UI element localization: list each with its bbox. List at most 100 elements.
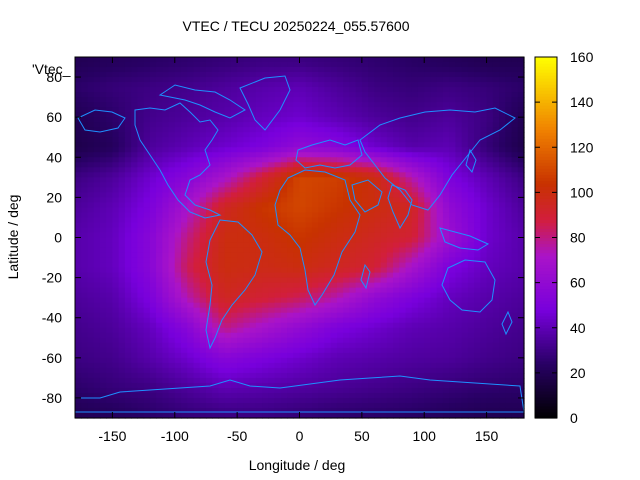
heatmap-cell	[436, 217, 444, 224]
heatmap-cell	[305, 282, 313, 289]
heatmap-cell	[349, 357, 357, 364]
heatmap-cell	[255, 262, 263, 269]
heatmap-cell	[324, 92, 332, 98]
heatmap-cell	[187, 362, 195, 369]
heatmap-cell	[467, 67, 475, 73]
heatmap-cell	[230, 342, 238, 349]
heatmap-cell	[224, 387, 232, 394]
heatmap-cell	[81, 232, 89, 239]
heatmap-cell	[99, 302, 107, 309]
heatmap-cell	[324, 107, 332, 113]
heatmap-cell	[374, 227, 382, 234]
heatmap-cell	[212, 112, 220, 118]
heatmap-cell	[81, 172, 89, 178]
heatmap-cell	[93, 352, 101, 359]
heatmap-cell	[393, 227, 400, 234]
heatmap-cell	[405, 267, 413, 274]
heatmap-cell	[349, 277, 357, 284]
heatmap-cell	[336, 182, 344, 188]
heatmap-cell	[124, 172, 132, 178]
heatmap-cell	[424, 332, 432, 339]
heatmap-cell	[205, 402, 213, 409]
heatmap-cell	[311, 307, 319, 314]
heatmap-cell	[249, 137, 257, 143]
heatmap-cell	[156, 72, 163, 78]
heatmap-cell	[218, 127, 226, 133]
heatmap-cell	[393, 122, 400, 128]
heatmap-cell	[118, 127, 126, 133]
heatmap-cell	[405, 72, 413, 78]
heatmap-cell	[249, 357, 257, 364]
heatmap-cell	[486, 322, 494, 329]
heatmap-cell	[486, 357, 494, 364]
heatmap-cell	[305, 252, 313, 259]
heatmap-cell	[143, 167, 151, 173]
heatmap-cell	[318, 57, 326, 63]
heatmap-cell	[287, 192, 294, 198]
heatmap-cell	[75, 57, 82, 63]
heatmap-cell	[237, 257, 244, 264]
heatmap-cell	[181, 307, 188, 314]
heatmap-cell	[511, 292, 519, 299]
heatmap-cell	[212, 72, 220, 78]
heatmap-cell	[449, 182, 457, 188]
heatmap-cell	[212, 232, 220, 239]
heatmap-cell	[380, 257, 388, 264]
heatmap-cell	[430, 262, 438, 269]
heatmap-cell	[143, 152, 151, 158]
heatmap-cell	[93, 347, 101, 354]
heatmap-cell	[330, 92, 338, 98]
heatmap-cell	[311, 347, 319, 354]
heatmap-cell	[293, 92, 301, 98]
heatmap-cell	[318, 257, 326, 264]
heatmap-cell	[505, 172, 513, 178]
heatmap-cell	[399, 127, 407, 133]
heatmap-cell	[99, 297, 107, 304]
heatmap-cell	[449, 322, 457, 329]
heatmap-cell	[386, 337, 394, 344]
heatmap-cell	[149, 212, 157, 219]
heatmap-cell	[224, 317, 232, 324]
heatmap-cell	[436, 72, 444, 78]
heatmap-cell	[442, 372, 450, 379]
heatmap-cell	[137, 262, 145, 269]
heatmap-cell	[343, 287, 350, 294]
heatmap-cell	[274, 142, 282, 148]
heatmap-cell	[474, 267, 481, 274]
heatmap-cell	[156, 107, 163, 113]
heatmap-cell	[386, 232, 394, 239]
heatmap-cell	[131, 357, 138, 364]
heatmap-cell	[174, 217, 182, 224]
heatmap-cell	[436, 337, 444, 344]
heatmap-cell	[442, 227, 450, 234]
heatmap-cell	[255, 332, 263, 339]
heatmap-cell	[81, 322, 89, 329]
heatmap-cell	[156, 232, 163, 239]
heatmap-cell	[205, 297, 213, 304]
heatmap-cell	[131, 57, 138, 63]
heatmap-cell	[168, 152, 176, 158]
heatmap-cell	[486, 372, 494, 379]
heatmap-cell	[343, 347, 350, 354]
heatmap-cell	[99, 387, 107, 394]
heatmap-cell	[124, 317, 132, 324]
heatmap-cell	[311, 237, 319, 244]
heatmap-cell	[174, 232, 182, 239]
heatmap-cell	[149, 297, 157, 304]
heatmap-cell	[511, 87, 519, 93]
heatmap-cell	[299, 97, 307, 103]
heatmap-cell	[118, 397, 126, 404]
heatmap-cell	[143, 72, 151, 78]
heatmap-cell	[305, 57, 313, 63]
heatmap-cell	[511, 302, 519, 309]
heatmap-cell	[174, 332, 182, 339]
heatmap-cell	[492, 247, 500, 254]
heatmap-cell	[205, 112, 213, 118]
heatmap-cell	[131, 192, 138, 198]
heatmap-cell	[474, 202, 481, 209]
heatmap-cell	[486, 312, 494, 319]
heatmap-cell	[93, 92, 101, 98]
heatmap-cell	[436, 167, 444, 173]
heatmap-cell	[75, 287, 82, 294]
heatmap-cell	[218, 372, 226, 379]
